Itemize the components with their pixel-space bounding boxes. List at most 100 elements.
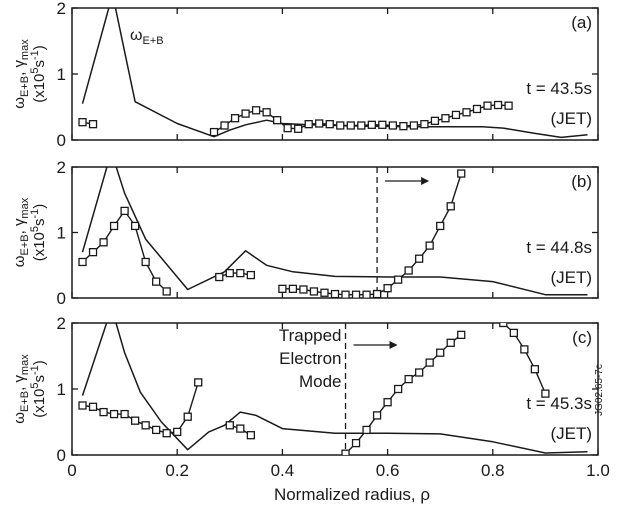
device-label: (JET) [550, 424, 592, 443]
data-marker [99, 238, 108, 247]
y-unit-part: s [31, 218, 48, 226]
marker-series-line [219, 272, 251, 278]
y-unit-part: -1 [29, 209, 41, 219]
data-marker [78, 401, 87, 410]
data-marker [304, 120, 313, 129]
data-marker [499, 323, 508, 328]
time-label: t = 45.3s [526, 394, 592, 413]
y-tick-label: 1 [57, 380, 66, 399]
data-marker [294, 124, 303, 133]
annotation-line: Electron [279, 349, 341, 368]
series-group [78, 323, 588, 455]
data-marker [272, 116, 282, 125]
data-marker [236, 268, 245, 278]
data-marker [441, 114, 450, 123]
data-marker [209, 127, 219, 137]
data-marker [383, 284, 392, 293]
x-axis-label: Normalized radius, ρ [274, 485, 430, 504]
x-tick-label: 0.4 [271, 461, 295, 480]
y-tick-label: 1 [57, 65, 66, 84]
y-label-part: ω [11, 97, 28, 109]
solid-series-line [81, 8, 588, 139]
y-tick-label: 0 [57, 289, 66, 308]
y-tick-label: 2 [57, 158, 66, 177]
data-marker [309, 287, 319, 296]
y-tick-label: 2 [57, 314, 66, 333]
data-marker [325, 120, 334, 129]
data-marker [262, 108, 271, 117]
data-marker [109, 221, 119, 231]
data-marker [120, 206, 129, 216]
marker-series-line [376, 173, 462, 295]
data-marker [141, 257, 150, 267]
data-marker [336, 121, 345, 130]
data-marker [88, 120, 98, 129]
data-marker [88, 247, 98, 257]
data-marker [351, 290, 361, 298]
y-label-part: E+B [19, 234, 31, 255]
data-marker [436, 348, 445, 357]
data-marker [520, 345, 529, 354]
data-marker [362, 425, 371, 435]
data-marker [246, 270, 255, 280]
data-marker [404, 374, 413, 384]
data-marker [425, 241, 434, 250]
data-marker [141, 421, 150, 430]
data-marker [78, 257, 87, 267]
y-label-part: , γ [11, 60, 28, 76]
data-marker [173, 427, 182, 437]
data-marker [299, 285, 308, 294]
figure-code: JG02.65-7c [594, 364, 605, 416]
data-marker [457, 330, 466, 340]
data-marker [183, 412, 192, 421]
data-marker [404, 266, 413, 275]
series-group [78, 8, 588, 139]
data-marker [288, 284, 298, 293]
y-tick-label: 1 [57, 224, 66, 243]
curve-label-sub: E+B [143, 35, 164, 47]
data-marker [457, 169, 466, 178]
arrow-head [421, 177, 430, 185]
panel-tag: (a) [571, 13, 592, 32]
solid-series-line [81, 323, 588, 454]
data-marker [425, 358, 434, 367]
data-marker [230, 114, 240, 123]
y-label-part: max [19, 197, 31, 218]
data-marker [241, 109, 250, 118]
data-marker [378, 120, 387, 129]
data-marker [446, 202, 455, 211]
data-marker [220, 121, 229, 130]
data-marker [409, 121, 419, 130]
data-marker [162, 287, 171, 296]
data-marker [120, 409, 129, 419]
data-marker [383, 398, 392, 407]
y-axis-label: ωE+B, γmax [11, 197, 31, 267]
data-marker [130, 221, 140, 231]
y-label-part: E+B [19, 76, 31, 97]
data-marker [162, 429, 171, 438]
data-marker [388, 121, 398, 130]
data-marker [446, 338, 455, 347]
annotation-line: Trapped [279, 326, 342, 345]
y-label-part: ω [11, 255, 28, 267]
y-tick-label: 0 [57, 131, 66, 150]
panel-tag: (b) [571, 172, 592, 191]
y-unit-part: ) [31, 204, 48, 209]
y-tick-label: 0 [57, 446, 66, 465]
data-marker [215, 272, 224, 282]
data-marker [509, 328, 518, 338]
data-marker [372, 411, 382, 420]
data-marker [152, 277, 161, 286]
y-tick-label: 2 [57, 0, 66, 18]
y-axis-label: ωE+B, γmax [11, 39, 31, 109]
x-tick-label: 0.2 [165, 461, 189, 480]
y-label-part: max [19, 354, 31, 375]
data-marker [530, 365, 540, 374]
y-axis-unit: (x105s-1) [29, 45, 48, 103]
y-unit-part: 5 [29, 67, 41, 73]
curve-label: ωE+B [130, 27, 164, 47]
arrow-head [389, 341, 398, 349]
data-marker [130, 416, 140, 425]
